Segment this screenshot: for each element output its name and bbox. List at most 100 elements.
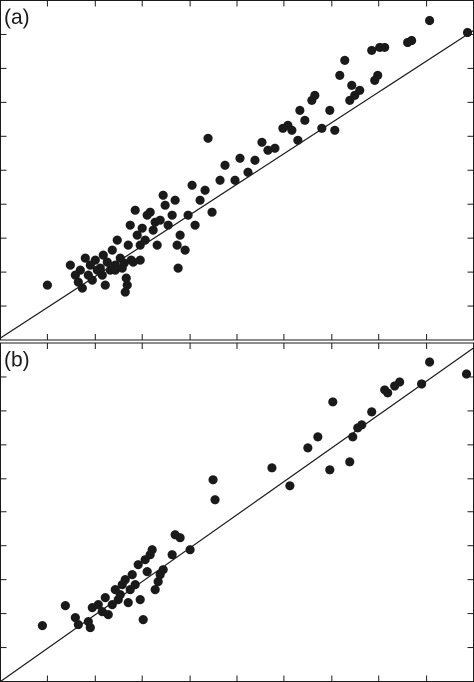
point (73, 619, 83, 630)
point (98, 250, 108, 260)
point (100, 593, 110, 603)
point (185, 545, 195, 555)
point (235, 153, 245, 163)
point (135, 595, 145, 605)
plot-frame (0, 0, 474, 341)
point (122, 280, 132, 290)
point (407, 35, 417, 46)
point (152, 240, 162, 250)
point (461, 369, 472, 379)
point (147, 545, 157, 555)
point (110, 265, 120, 275)
point (93, 600, 103, 610)
point (373, 70, 383, 80)
point (107, 245, 117, 255)
point (424, 15, 435, 26)
point (138, 614, 148, 625)
reference-line (0, 347, 474, 682)
point (75, 265, 85, 275)
point (130, 205, 140, 215)
point (424, 357, 435, 367)
point (160, 200, 170, 210)
point (155, 215, 165, 225)
point (325, 465, 335, 475)
point (125, 220, 135, 230)
point (167, 550, 177, 560)
point (367, 407, 377, 417)
point (133, 560, 143, 570)
point (357, 420, 367, 430)
point (300, 115, 310, 125)
point (215, 175, 225, 185)
point (183, 210, 193, 220)
point (65, 260, 75, 270)
point (190, 220, 200, 230)
point (140, 235, 150, 245)
point (120, 287, 130, 297)
point (267, 463, 277, 473)
point (270, 143, 280, 153)
point (340, 55, 350, 66)
point (355, 85, 365, 95)
point (208, 475, 218, 485)
point (37, 620, 48, 631)
point (163, 220, 173, 230)
point (367, 45, 377, 56)
point (120, 575, 130, 585)
point (180, 245, 190, 255)
point (158, 565, 168, 575)
point (127, 570, 137, 580)
point (175, 533, 185, 543)
point (220, 160, 230, 170)
point (380, 42, 390, 53)
point (123, 240, 133, 250)
point (150, 585, 160, 595)
point (330, 125, 340, 135)
point (85, 622, 95, 633)
point (310, 90, 320, 100)
point (207, 207, 217, 217)
point (293, 135, 303, 145)
point (130, 580, 140, 590)
point (285, 481, 295, 491)
point (167, 210, 177, 220)
point (263, 145, 273, 155)
point (60, 601, 70, 611)
point (121, 273, 131, 283)
point (119, 258, 129, 268)
point (295, 105, 305, 115)
point (100, 280, 110, 290)
plot-frame (0, 342, 474, 682)
point (335, 70, 345, 80)
point (112, 235, 122, 245)
point (145, 207, 155, 217)
point (175, 230, 185, 240)
point (243, 167, 253, 177)
panel-label: (a) (4, 6, 30, 29)
point (153, 577, 163, 587)
point (230, 175, 240, 185)
point (313, 432, 323, 442)
point (417, 379, 427, 389)
point (187, 180, 197, 190)
point (42, 280, 53, 290)
point (303, 443, 313, 453)
point (115, 590, 125, 600)
point (142, 567, 152, 577)
point (80, 253, 90, 263)
point (148, 225, 158, 235)
point (132, 230, 142, 240)
point (325, 105, 335, 115)
point (87, 275, 97, 285)
point (128, 257, 138, 267)
point (195, 195, 205, 205)
point (317, 123, 327, 133)
point (462, 27, 473, 38)
point (97, 270, 107, 280)
point (90, 255, 100, 265)
point (123, 598, 133, 608)
point (348, 432, 358, 442)
point (102, 257, 112, 267)
point (137, 223, 147, 233)
point (77, 283, 87, 293)
